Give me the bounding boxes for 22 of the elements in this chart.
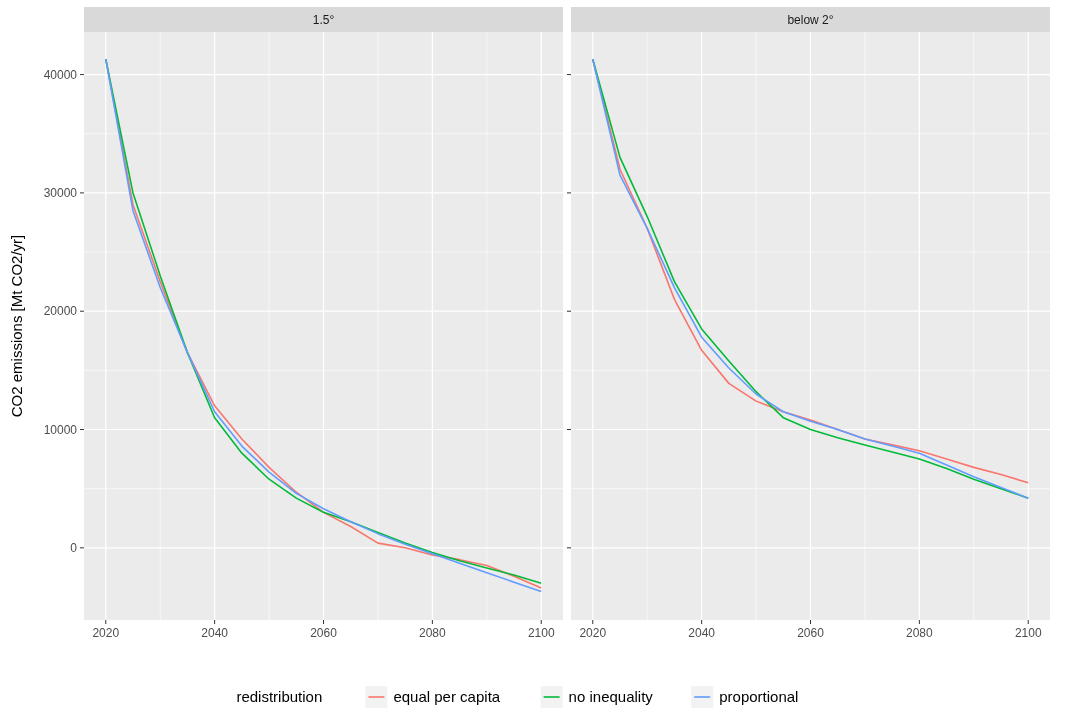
x-tick-label: 2080 [906, 626, 934, 640]
x-tick-label: 2040 [688, 626, 716, 640]
chart-title: 1.5° [312, 13, 335, 27]
legend-title: redistribution [236, 688, 323, 705]
chart-title: below 2° [787, 13, 834, 27]
legend-label: no inequality [568, 688, 654, 705]
x-tick-label: 2020 [579, 626, 607, 640]
y-tick-label: 40000 [43, 67, 78, 82]
y-axis-title: CO2 emissions [Mt CO2/yr] [8, 234, 25, 418]
legend-label: proportional [719, 688, 799, 705]
y-tick-label: 0 [70, 540, 78, 555]
x-tick-label: 2060 [797, 626, 825, 640]
x-tick-label: 2040 [201, 626, 229, 640]
y-tick-label: 10000 [43, 422, 78, 437]
x-tick-label: 2020 [92, 626, 120, 640]
y-tick-label: 20000 [43, 304, 78, 319]
x-tick-label: 2080 [419, 626, 447, 640]
x-tick-label: 2100 [527, 626, 555, 640]
x-tick-label: 2100 [1014, 626, 1042, 640]
legend-label: equal per capita [393, 688, 501, 705]
x-tick-label: 2060 [310, 626, 338, 640]
y-tick-label: 30000 [43, 185, 78, 200]
